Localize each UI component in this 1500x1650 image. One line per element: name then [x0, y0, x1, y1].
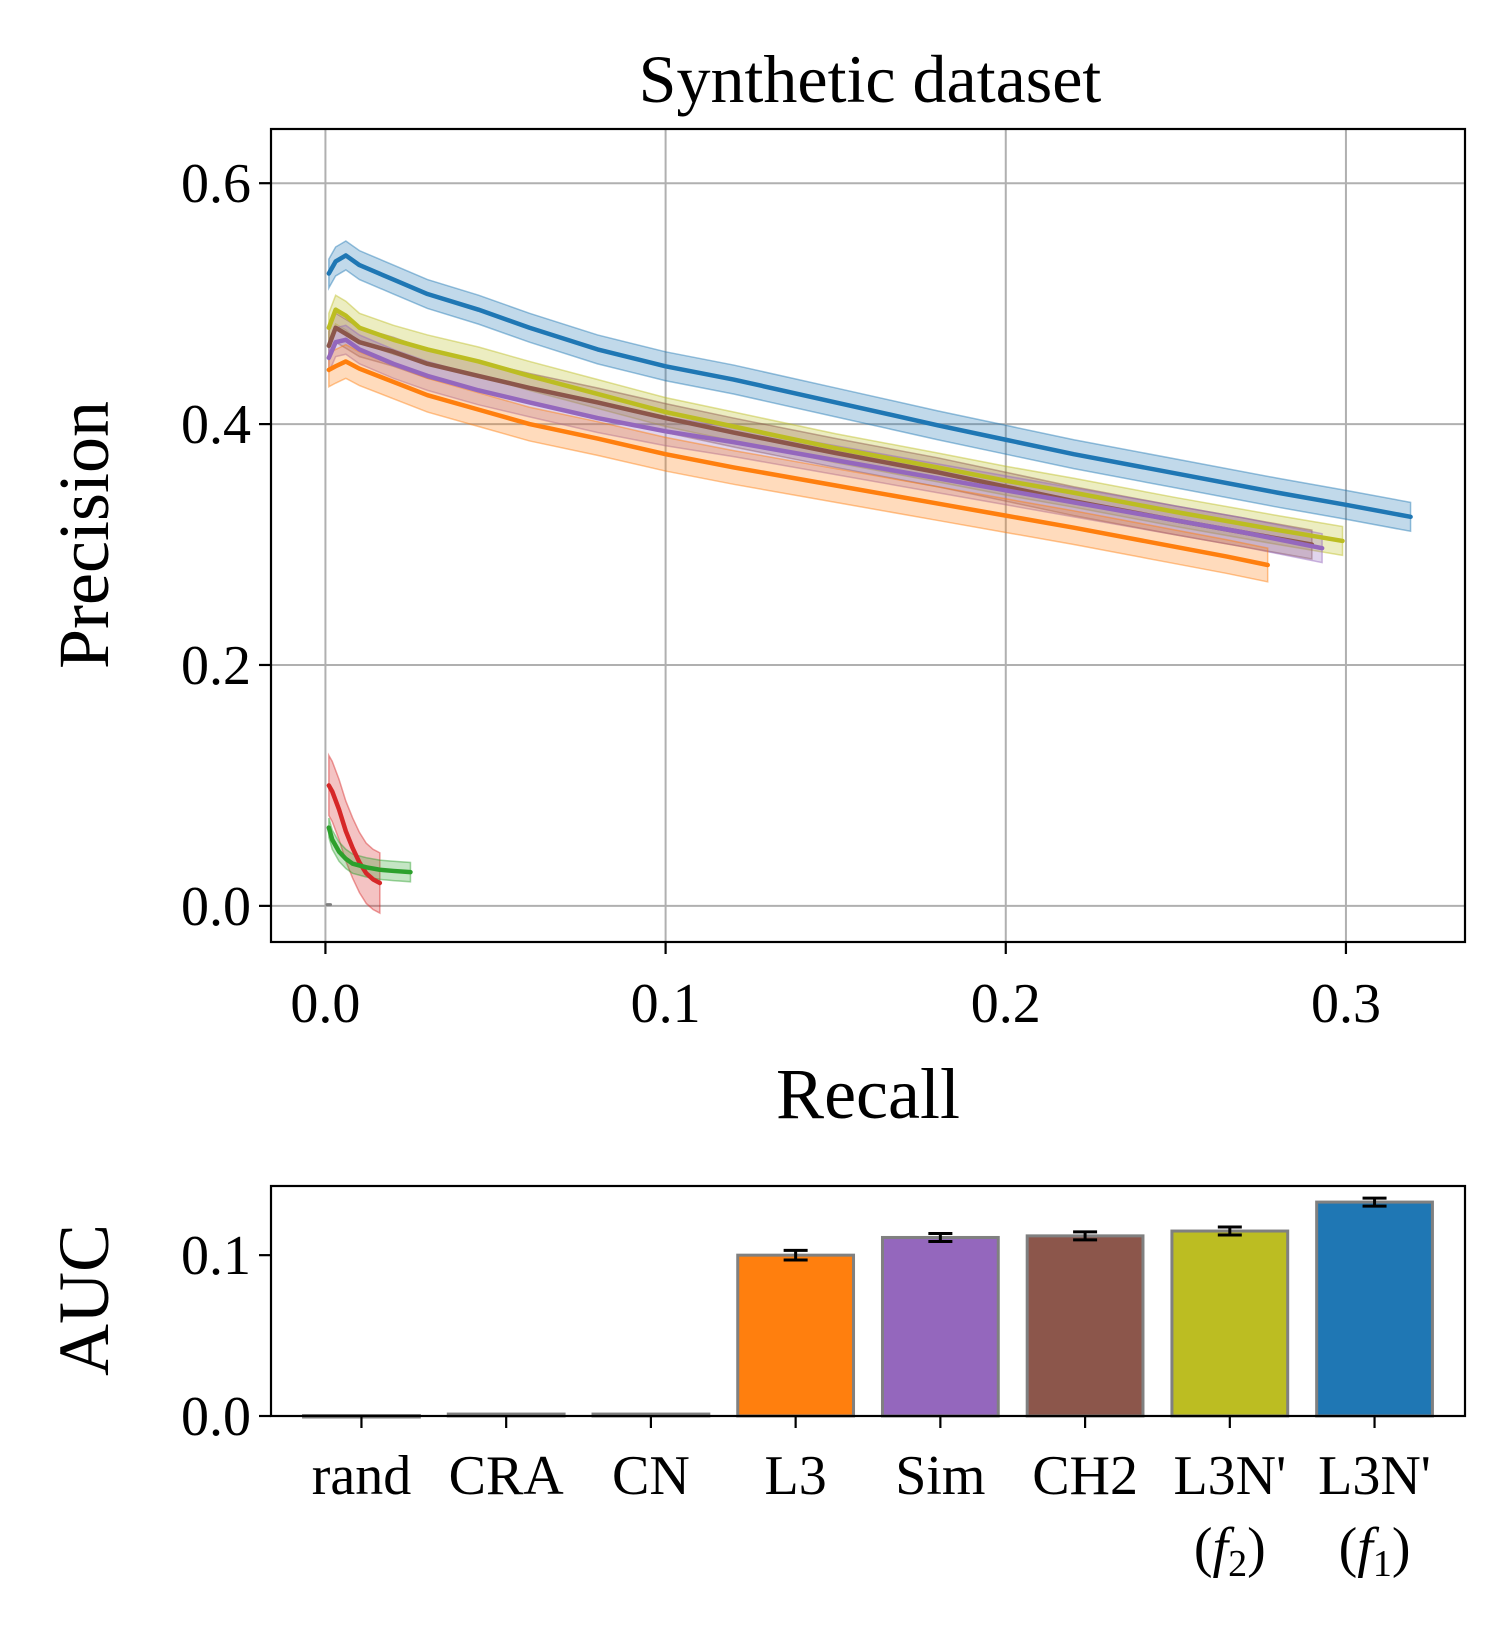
pr-y-tick-label: 0.4	[181, 394, 251, 456]
auc-error-bar	[1362, 1196, 1387, 1208]
pr-series-line	[326, 337, 1325, 551]
auc-category-label: L3	[765, 1445, 827, 1507]
auc-y-tick-label: 0.1	[181, 1225, 251, 1287]
auc-bar-panel: 0.00.1 rand CRA CN L3 Sim CH2 L3N'(f2)L3N'(f1)…	[44, 1184, 1467, 1585]
auc-category-label: rand	[312, 1445, 412, 1507]
auc-plot-frame	[269, 1184, 1467, 1418]
pr-y-tick-label: 0.2	[181, 635, 251, 697]
pr-x-tick-label: 0.1	[631, 973, 701, 1035]
auc-y-tick-label: 0.0	[181, 1386, 251, 1448]
auc-error-bar	[1217, 1225, 1242, 1237]
auc-category-label: CN	[612, 1445, 690, 1507]
pr-x-axis-label: Recall	[776, 1054, 960, 1134]
pr-series-line	[326, 253, 1413, 520]
auc-error-bar	[1073, 1230, 1098, 1242]
auc-bar	[736, 1253, 856, 1418]
auc-category-label: Sim	[895, 1445, 985, 1507]
pr-series-line	[326, 783, 383, 886]
pr-x-tick-label: 0.2	[971, 973, 1041, 1035]
auc-bar	[1025, 1234, 1145, 1418]
pr-series-line	[326, 825, 413, 875]
pr-x-tick-label: 0.3	[1311, 973, 1381, 1035]
pr-series-lines	[325, 253, 1413, 907]
pr-gridlines	[271, 129, 1465, 942]
pr-series-line	[326, 359, 1270, 568]
auc-bar	[880, 1235, 1000, 1418]
pr-y-tick-label: 0.0	[181, 876, 251, 938]
auc-category-label: CRA	[449, 1445, 565, 1507]
auc-category-label: L3N'	[1318, 1445, 1431, 1507]
auc-bar	[1315, 1200, 1434, 1418]
auc-error-bars	[783, 1196, 1387, 1262]
auc-category-label: CH2	[1032, 1445, 1138, 1507]
auc-bar	[1170, 1229, 1290, 1418]
auc-error-bar	[783, 1248, 808, 1262]
auc-y-axis-ticks: 0.0 0.1	[181, 1225, 271, 1448]
precision-recall-panel: Synthetic dataset 0.0 0.1 0.2 0.3 0.0 0.2 0.4…	[44, 41, 1467, 1134]
pr-x-tick-label: 0.0	[290, 973, 360, 1035]
auc-error-bar	[928, 1231, 953, 1243]
pr-y-tick-label: 0.6	[181, 153, 251, 215]
pr-y-axis-ticks: 0.0 0.2 0.4 0.6	[181, 153, 271, 938]
pr-series-band	[328, 817, 412, 883]
chart-title: Synthetic dataset	[639, 41, 1102, 117]
auc-category-label: L3N'	[1173, 1445, 1286, 1507]
pr-y-axis-label: Precision	[44, 401, 124, 669]
auc-y-axis-label: AUC	[44, 1224, 124, 1376]
auc-category-labels: rand CRA CN L3 Sim CH2 L3N'(f2)L3N'(f1)	[312, 1416, 1431, 1585]
pr-series-band	[328, 240, 1412, 533]
pr-x-axis-ticks: 0.0 0.1 0.2 0.3	[290, 942, 1381, 1035]
pr-plot-frame	[269, 127, 1467, 944]
pr-series-line	[326, 307, 1345, 544]
